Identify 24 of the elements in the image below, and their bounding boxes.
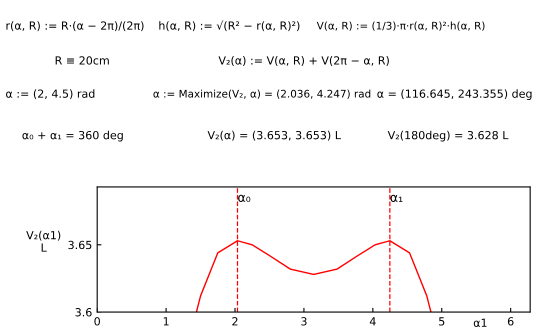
x-tick-label: 6: [508, 317, 514, 326]
x-tick-label: 5: [439, 317, 444, 326]
text: α := Maximize(V₂, α) = (2.036, 4.247) rad: [153, 90, 370, 99]
text: h(α, R) := √(R² − r(α, R)²): [159, 20, 300, 32]
ref-line-label: α₁: [390, 194, 402, 202]
y-tick-label: 3.6: [76, 308, 92, 316]
ref-line-label: α₀: [238, 194, 250, 202]
text: V(α, R) := (1/3)·π·r(α, R)²·h(α, R): [316, 22, 484, 31]
y-axis-title: V₂(α1) L: [26, 230, 60, 252]
text: α := (2, 4.5) rad: [6, 89, 94, 100]
text: V₂(α) = (3.653, 3.653) L: [208, 130, 341, 141]
text: R ≡ 20cm: [56, 56, 109, 65]
text: r(α, R) := R·(α − 2π)/(2π): [6, 21, 144, 32]
text: α₀ + α₁ = 360 deg: [22, 130, 123, 142]
x-axis-title: α1: [474, 318, 487, 327]
text: V₂(α) := V(α, R) + V(2π − α, R): [218, 56, 389, 66]
x-tick-label: 3: [301, 317, 307, 326]
text: α = (116.645, 243.355) deg: [377, 89, 532, 100]
x-tick-label: 0: [94, 317, 100, 326]
y-tick-label: 3.65: [68, 240, 92, 250]
text: V₂(180deg) = 3.628 L: [388, 130, 508, 142]
x-tick-label: 2: [232, 317, 238, 326]
x-tick-label: 4: [370, 317, 376, 326]
x-tick-label: 1: [164, 317, 169, 326]
